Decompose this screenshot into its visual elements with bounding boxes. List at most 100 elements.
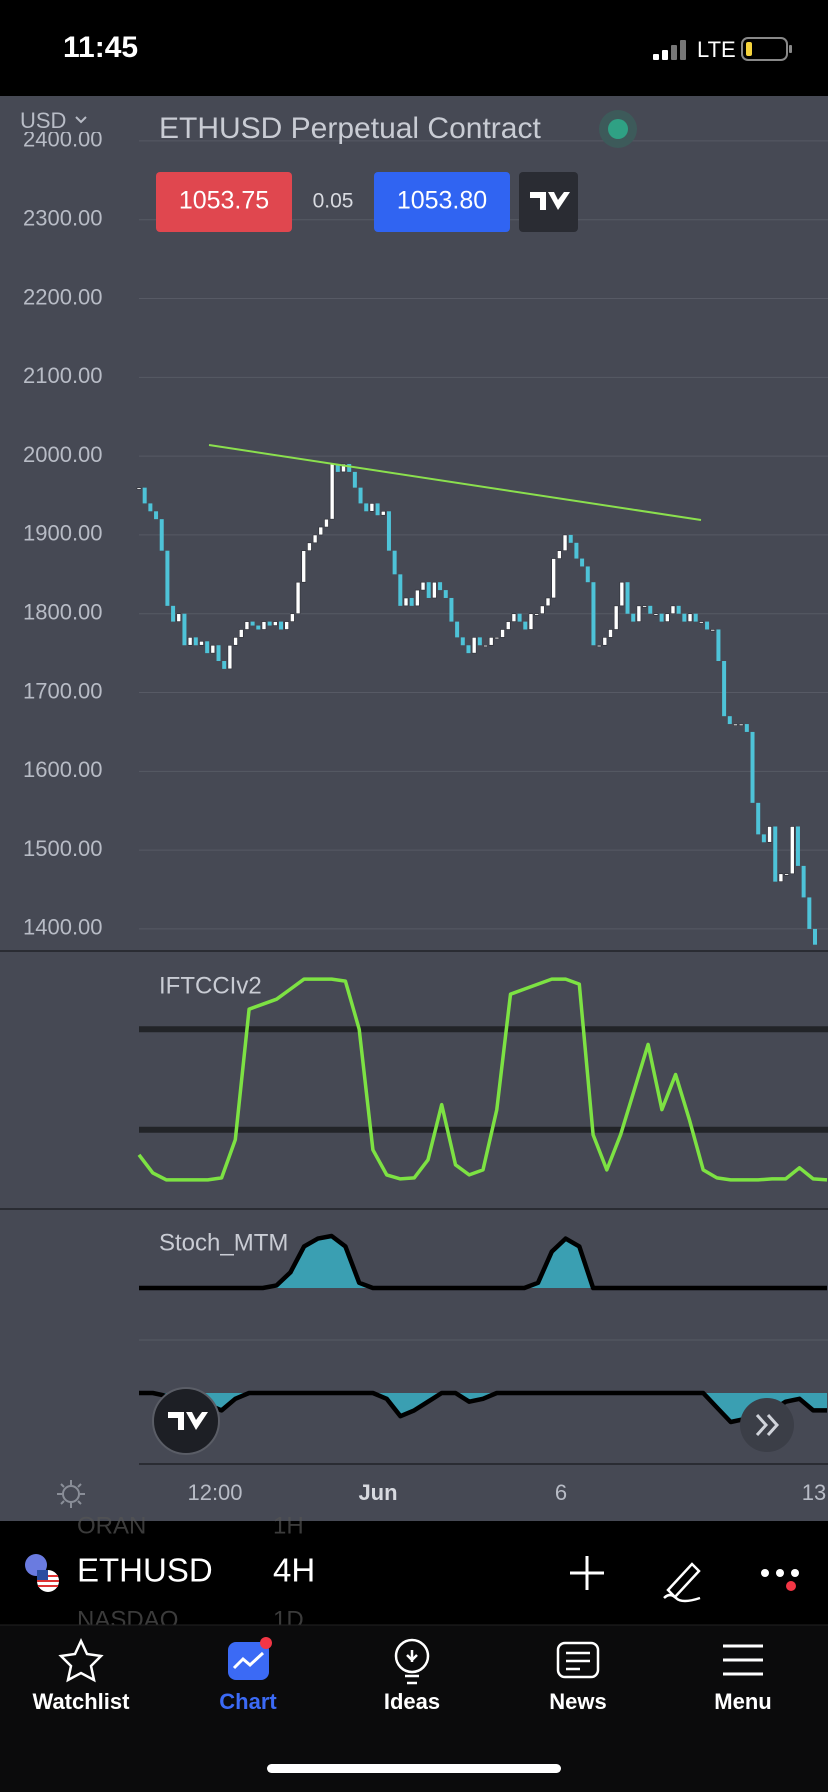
chart-icon[interactable] [228, 1642, 269, 1680]
tab-label[interactable]: Watchlist [33, 1689, 131, 1714]
candle [727, 716, 732, 725]
candle [375, 503, 380, 516]
candle [778, 873, 784, 882]
time-label: Jun [358, 1480, 397, 1505]
time-label: 13 [802, 1480, 826, 1505]
candle [608, 629, 613, 638]
toolbar-interval[interactable]: 4H [273, 1552, 315, 1589]
candle [801, 865, 806, 898]
candle [148, 503, 153, 512]
draw-button[interactable] [663, 1562, 701, 1603]
currency-chevron[interactable] [75, 116, 87, 124]
candle [687, 613, 693, 622]
candle [187, 637, 193, 646]
home-indicator [267, 1764, 561, 1773]
candle [347, 464, 352, 472]
buy-button[interactable] [374, 172, 510, 232]
y-tick-label: 1900.00 [23, 521, 103, 546]
tab-label[interactable]: Chart [219, 1689, 277, 1714]
candle [210, 644, 216, 654]
news-icon[interactable] [556, 1641, 600, 1679]
candle [432, 581, 437, 599]
candle [670, 605, 676, 615]
symbol-title: ETHUSD Perpetual Contract [159, 112, 541, 145]
candle [352, 471, 357, 488]
y-tick-label: 2100.00 [23, 363, 103, 388]
candle [767, 826, 772, 843]
tab-label[interactable]: News [549, 1689, 606, 1714]
status-bar [0, 0, 828, 96]
candle [227, 644, 233, 670]
y-tick-label: 2200.00 [23, 284, 103, 309]
currency[interactable]: USD [20, 108, 66, 133]
candle [613, 605, 619, 630]
indicator-outline [139, 1233, 827, 1291]
candle [631, 613, 636, 622]
menu-icon[interactable] [723, 1644, 763, 1676]
trend-line [208, 444, 702, 521]
battery-icon [741, 37, 792, 61]
y-tick-label: 2300.00 [23, 206, 103, 231]
candle [159, 519, 164, 551]
tab-label[interactable]: Ideas [384, 1689, 440, 1714]
candle [403, 597, 409, 607]
candle [466, 645, 471, 654]
y-tick-label: 1600.00 [23, 757, 103, 782]
add-button[interactable] [570, 1556, 604, 1590]
faded-interval: 1H [273, 1512, 304, 1539]
candle [619, 581, 625, 607]
spread: 0.05 [313, 190, 354, 213]
candle [279, 621, 284, 630]
toolbar [0, 1521, 828, 1625]
candle [738, 723, 744, 726]
candle [813, 928, 817, 945]
candle [568, 534, 573, 543]
candle [789, 826, 795, 875]
settings-icon[interactable] [57, 1480, 85, 1508]
double-chevron [755, 1413, 780, 1437]
trade-logo-button[interactable] [519, 172, 578, 232]
more-button[interactable] [761, 1569, 799, 1591]
bid-price[interactable]: 1053.75 [179, 187, 269, 215]
candle [642, 605, 647, 608]
candle [648, 605, 653, 614]
candle [722, 661, 727, 717]
tab-label[interactable]: Menu [714, 1689, 771, 1714]
candle [756, 802, 761, 835]
candle [165, 550, 170, 606]
sell-button[interactable] [156, 172, 292, 232]
candle [528, 613, 534, 630]
candle [426, 582, 431, 598]
candle [659, 613, 664, 622]
watchlist-icon[interactable] [58, 1638, 104, 1683]
candle [244, 621, 250, 630]
candle [665, 613, 670, 622]
candle [301, 550, 307, 583]
y-tick-label: 1400.00 [23, 915, 103, 940]
candle [261, 621, 267, 630]
candle [295, 581, 301, 615]
candle [676, 605, 681, 614]
candle [500, 629, 505, 638]
y-tick-label: 2000.00 [23, 442, 103, 467]
candle [636, 605, 642, 622]
candle [205, 641, 210, 654]
ideas-icon[interactable] [394, 1638, 430, 1685]
candle [562, 534, 568, 551]
y-tick-label: 1500.00 [23, 836, 103, 861]
symbol-icon [25, 1554, 59, 1592]
tv-logo-button[interactable] [152, 1387, 220, 1455]
candle [699, 621, 704, 624]
time-label: 12:00 [187, 1480, 242, 1505]
ask-price[interactable]: 1053.80 [397, 187, 487, 215]
candle [733, 723, 738, 726]
candle [267, 621, 272, 626]
candle [784, 873, 789, 876]
candle [744, 724, 749, 732]
toolbar-symbol[interactable]: ETHUSD [77, 1552, 213, 1589]
candle [477, 637, 482, 646]
candle [505, 621, 511, 630]
indicator-title: Stoch_MTM [159, 1229, 288, 1256]
